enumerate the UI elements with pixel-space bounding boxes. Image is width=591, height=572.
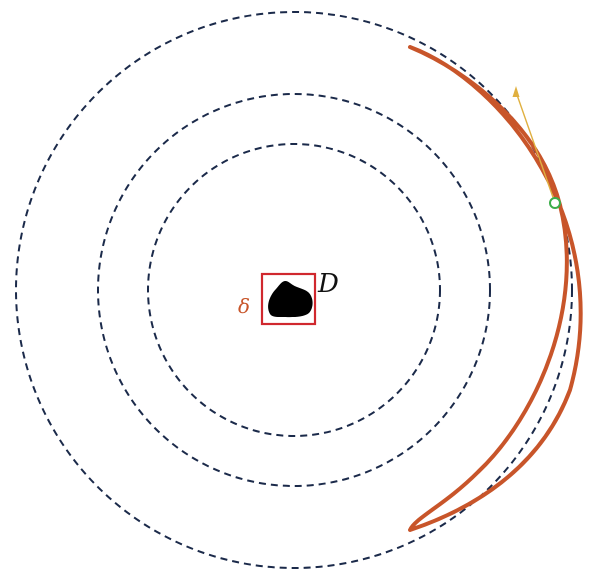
tangent-arrow-head xyxy=(512,86,520,97)
boundary-point xyxy=(549,197,561,209)
crescent-curve xyxy=(408,45,583,532)
domain-label: D xyxy=(317,269,339,299)
tangent-arrow-line xyxy=(515,91,556,204)
domain-blob xyxy=(268,280,313,318)
inner-dashed-circle xyxy=(147,143,441,437)
middle-dashed-circle xyxy=(97,93,491,487)
delta-box xyxy=(260,272,317,326)
delta-label: δ xyxy=(238,294,250,318)
outer-dashed-circle xyxy=(15,11,573,569)
